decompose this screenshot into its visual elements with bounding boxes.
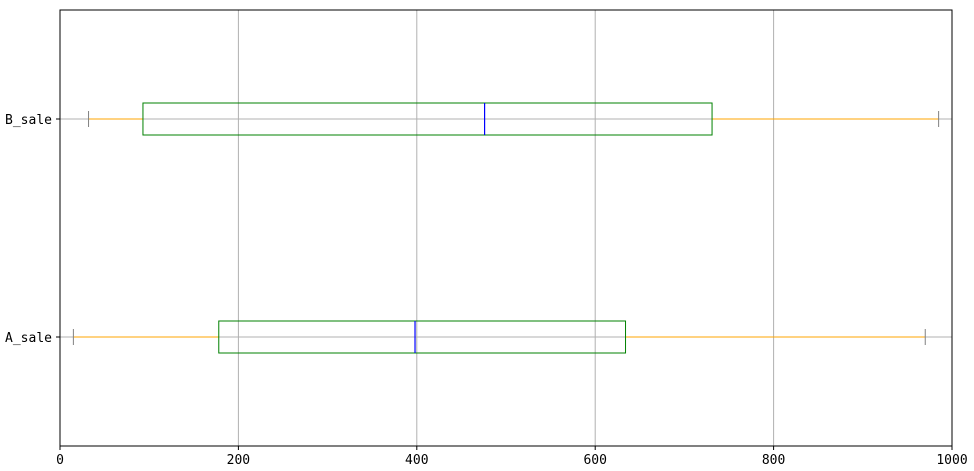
x-tick-label: 400	[405, 453, 428, 468]
plot-frame	[59, 9, 953, 447]
x-tick-label: 800	[762, 453, 785, 468]
box-layer	[72, 102, 940, 354]
x-tick-label: 0	[56, 453, 64, 468]
grid-lines	[59, 10, 953, 446]
x-tick-label: 1000	[936, 453, 967, 468]
box-b-sale	[88, 102, 940, 136]
x-tick-label: 600	[583, 453, 606, 468]
iqr-box	[218, 320, 627, 354]
x-axis-ticks: 0 200 400 600 800 1000	[56, 446, 968, 468]
y-axis-ticks: A_sale B_sale	[5, 113, 60, 346]
y-tick-label: B_sale	[5, 113, 52, 128]
y-tick-label: A_sale	[5, 331, 52, 346]
box-a-sale	[72, 320, 926, 354]
x-tick-label: 200	[227, 453, 250, 468]
iqr-box	[142, 102, 713, 136]
